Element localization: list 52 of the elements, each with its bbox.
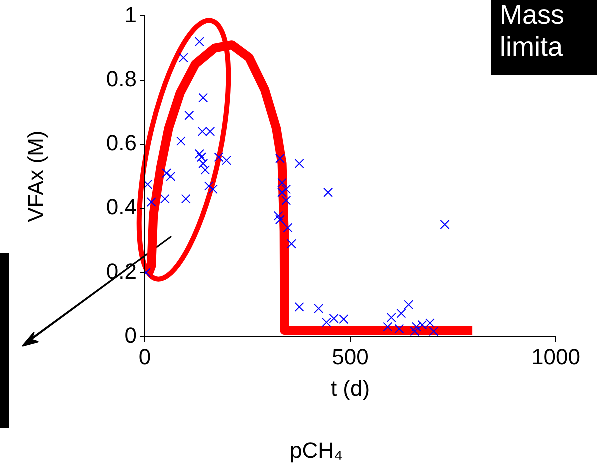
point xyxy=(394,324,404,334)
point xyxy=(146,198,156,208)
point xyxy=(274,211,284,221)
point xyxy=(198,93,208,103)
y-tick-label: 0 xyxy=(124,323,137,348)
point xyxy=(181,194,191,204)
x-tick-label: 500 xyxy=(332,344,369,370)
point xyxy=(286,239,296,249)
point xyxy=(222,156,232,166)
point xyxy=(440,220,450,230)
point xyxy=(283,223,293,233)
point xyxy=(404,300,414,310)
point xyxy=(206,126,216,136)
point xyxy=(198,126,208,136)
point xyxy=(386,313,396,322)
point xyxy=(425,318,435,328)
point xyxy=(166,172,176,182)
point xyxy=(418,320,428,330)
x-axis-title: t (d) xyxy=(330,376,370,401)
point xyxy=(162,168,172,178)
annotation: Mass xyxy=(500,0,565,31)
y-axis-title: VFAx (M) xyxy=(23,130,48,222)
point xyxy=(383,322,393,332)
point xyxy=(194,149,204,159)
point xyxy=(275,215,285,225)
y-tick-label: 0.6 xyxy=(106,130,137,156)
point xyxy=(429,326,439,336)
point xyxy=(208,184,218,194)
point xyxy=(339,314,349,324)
y-tick-label: 1 xyxy=(124,2,137,28)
point xyxy=(184,110,194,120)
point xyxy=(160,194,170,204)
point xyxy=(275,154,285,164)
point xyxy=(178,53,188,63)
point xyxy=(176,136,186,146)
point xyxy=(412,322,422,332)
point xyxy=(410,326,420,336)
point xyxy=(322,318,332,328)
point xyxy=(194,37,204,47)
point xyxy=(294,159,304,169)
point xyxy=(204,181,214,191)
point xyxy=(294,302,304,312)
point xyxy=(324,188,334,198)
point xyxy=(314,304,324,314)
text: pCH₄ xyxy=(290,438,343,464)
point xyxy=(214,152,224,162)
annotation: limita xyxy=(500,32,564,63)
y-tick-label: 0.8 xyxy=(106,66,137,92)
y-tick-label: 0.4 xyxy=(106,194,137,220)
x-tick-label: 1000 xyxy=(532,344,580,370)
point xyxy=(329,314,339,324)
point xyxy=(396,308,406,318)
